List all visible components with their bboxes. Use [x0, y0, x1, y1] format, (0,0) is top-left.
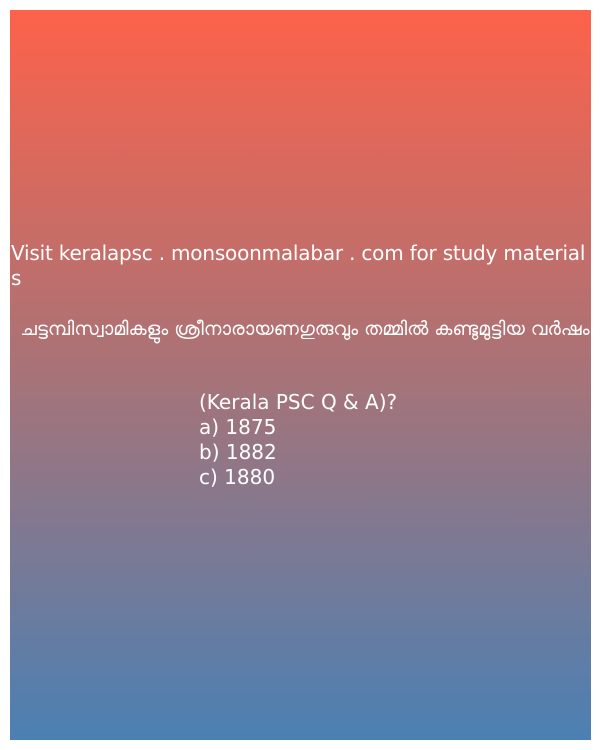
answer-block: (Kerala PSC Q & A)? a) 1875 b) 1882 c) 1…: [199, 390, 397, 490]
option-c: c) 1880: [199, 465, 276, 489]
option-b: b) 1882: [199, 440, 277, 464]
question-card: Visit keralapsc . monsoonmalabar . com f…: [10, 10, 591, 740]
option-a: a) 1875: [199, 415, 277, 439]
source-tag: (Kerala PSC Q & A)?: [199, 390, 398, 414]
visit-site-text: Visit keralapsc . monsoonmalabar . com f…: [11, 241, 586, 290]
question-text: ചട്ടമ്പിസ്വാമികളും ശ്രീനാരായണഗുരുവും തമ്…: [20, 318, 590, 340]
